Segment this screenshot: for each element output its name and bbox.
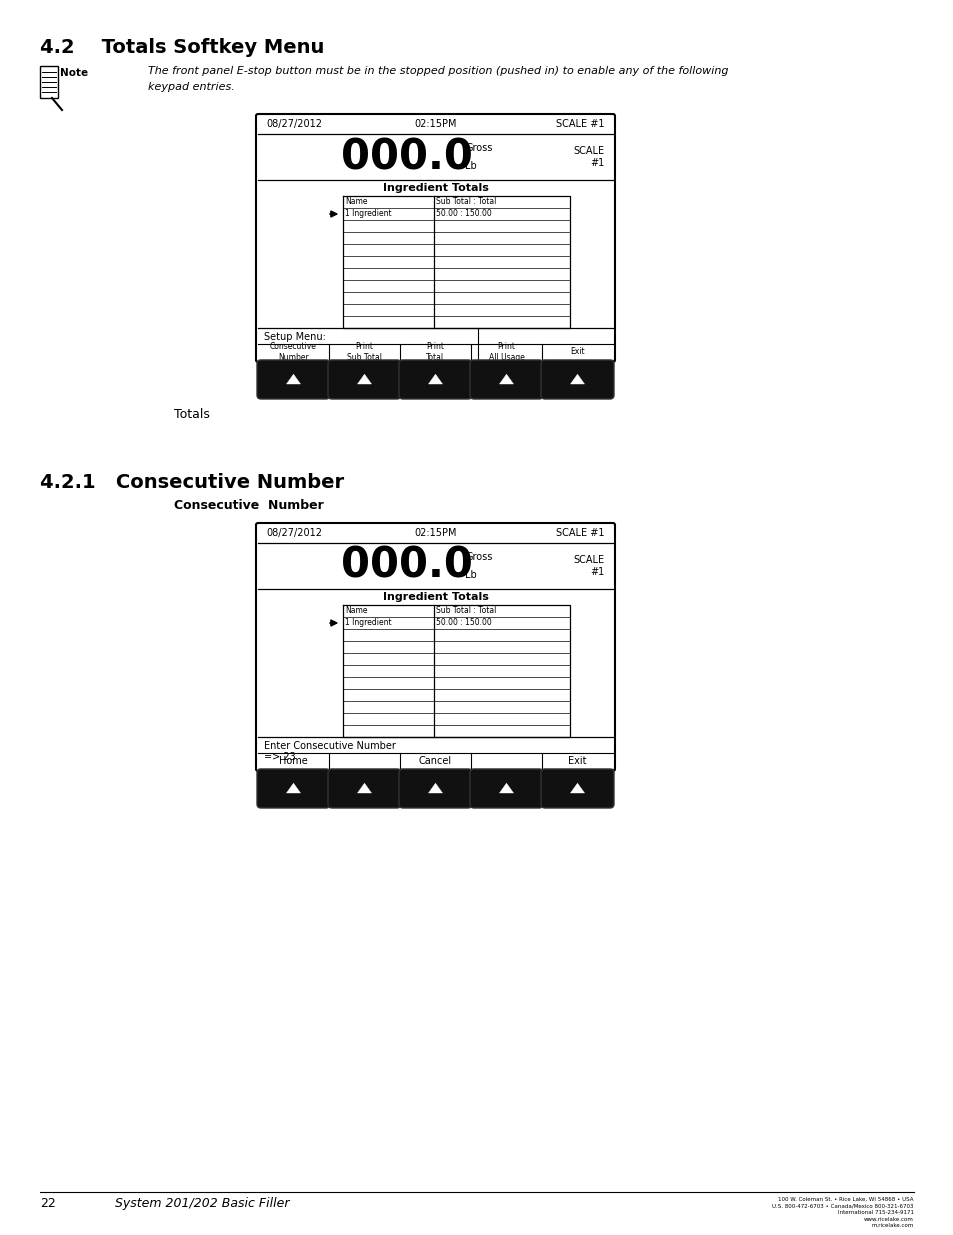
- Text: 000.0: 000.0: [341, 136, 473, 178]
- FancyBboxPatch shape: [398, 359, 472, 399]
- Polygon shape: [357, 783, 371, 793]
- Text: 02:15PM: 02:15PM: [414, 119, 456, 128]
- FancyBboxPatch shape: [40, 65, 58, 98]
- Polygon shape: [286, 783, 300, 793]
- FancyBboxPatch shape: [470, 359, 542, 399]
- FancyBboxPatch shape: [256, 359, 330, 399]
- Text: 08/27/2012: 08/27/2012: [266, 529, 322, 538]
- Text: 4.2    Totals Softkey Menu: 4.2 Totals Softkey Menu: [40, 38, 324, 57]
- FancyBboxPatch shape: [540, 769, 614, 808]
- Text: Cancel: Cancel: [418, 756, 452, 766]
- Text: Lb: Lb: [465, 571, 476, 580]
- Text: Consecutive  Number: Consecutive Number: [173, 499, 323, 513]
- Text: Enter Consecutive Number: Enter Consecutive Number: [264, 741, 395, 751]
- FancyBboxPatch shape: [328, 359, 400, 399]
- Text: System 201/202 Basic Filler: System 201/202 Basic Filler: [115, 1197, 289, 1210]
- Text: Note: Note: [60, 68, 88, 78]
- Polygon shape: [428, 374, 442, 384]
- Text: 000.0: 000.0: [341, 545, 473, 587]
- Text: Consecutive
Number: Consecutive Number: [270, 342, 316, 362]
- Polygon shape: [499, 783, 513, 793]
- Text: SCALE
#1: SCALE #1: [574, 146, 604, 168]
- Text: 100 W. Coleman St. • Rice Lake, WI 54868 • USA
U.S. 800-472-6703 • Canada/Mexico: 100 W. Coleman St. • Rice Lake, WI 54868…: [772, 1197, 913, 1229]
- FancyBboxPatch shape: [257, 769, 613, 806]
- Text: Ingredient Totals: Ingredient Totals: [382, 183, 488, 193]
- Text: 50.00 : 150.00: 50.00 : 150.00: [436, 209, 492, 219]
- Text: Print
All Usage: Print All Usage: [488, 342, 524, 362]
- Text: Setup Menu:: Setup Menu:: [264, 332, 326, 342]
- Text: SCALE
#1: SCALE #1: [574, 555, 604, 577]
- Text: 08/27/2012: 08/27/2012: [266, 119, 322, 128]
- Text: Lb: Lb: [465, 161, 476, 170]
- Text: Home: Home: [279, 756, 308, 766]
- Text: => 23: => 23: [264, 752, 295, 762]
- Text: SCALE #1: SCALE #1: [556, 529, 604, 538]
- Text: 02:15PM: 02:15PM: [414, 529, 456, 538]
- Text: Sub Total : Total: Sub Total : Total: [436, 198, 496, 206]
- Text: Gross: Gross: [465, 143, 492, 153]
- Text: 1 Ingredient: 1 Ingredient: [345, 209, 392, 219]
- Polygon shape: [286, 374, 300, 384]
- Polygon shape: [357, 374, 371, 384]
- Text: Ingredient Totals: Ingredient Totals: [382, 592, 488, 601]
- Text: Exit: Exit: [570, 347, 584, 357]
- Text: 22: 22: [40, 1197, 55, 1210]
- Text: Totals: Totals: [173, 408, 210, 421]
- Polygon shape: [428, 783, 442, 793]
- FancyBboxPatch shape: [540, 359, 614, 399]
- FancyBboxPatch shape: [255, 114, 615, 362]
- Text: Exit: Exit: [568, 756, 586, 766]
- FancyBboxPatch shape: [256, 769, 330, 808]
- Text: Gross: Gross: [465, 552, 492, 562]
- Text: Sub Total : Total: Sub Total : Total: [436, 606, 496, 615]
- Text: 4.2.1   Consecutive Number: 4.2.1 Consecutive Number: [40, 473, 344, 492]
- FancyBboxPatch shape: [328, 769, 400, 808]
- Polygon shape: [499, 374, 513, 384]
- FancyBboxPatch shape: [470, 769, 542, 808]
- Text: 1 Ingredient: 1 Ingredient: [345, 618, 392, 627]
- FancyBboxPatch shape: [398, 769, 472, 808]
- Text: Print
Total: Print Total: [426, 342, 444, 362]
- FancyBboxPatch shape: [255, 522, 615, 771]
- Text: SCALE #1: SCALE #1: [556, 119, 604, 128]
- Text: Print
Sub Total: Print Sub Total: [347, 342, 381, 362]
- Text: Name: Name: [345, 198, 367, 206]
- Polygon shape: [570, 783, 584, 793]
- Polygon shape: [570, 374, 584, 384]
- Text: 50.00 : 150.00: 50.00 : 150.00: [436, 618, 492, 627]
- Text: The front panel E-stop button must be in the stopped position (pushed in) to ena: The front panel E-stop button must be in…: [148, 65, 728, 77]
- FancyBboxPatch shape: [257, 359, 613, 398]
- Text: keypad entries.: keypad entries.: [148, 82, 234, 91]
- Text: Name: Name: [345, 606, 367, 615]
